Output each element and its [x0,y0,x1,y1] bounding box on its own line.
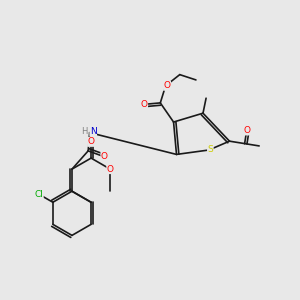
Text: H: H [81,127,88,136]
Text: Cl: Cl [34,190,43,199]
Text: O: O [141,100,148,109]
Text: S: S [208,146,213,154]
Text: O: O [164,81,171,90]
Text: O: O [88,137,94,146]
Text: O: O [107,165,114,174]
Text: N: N [90,127,97,136]
Text: O: O [243,126,250,135]
Text: O: O [101,152,108,161]
